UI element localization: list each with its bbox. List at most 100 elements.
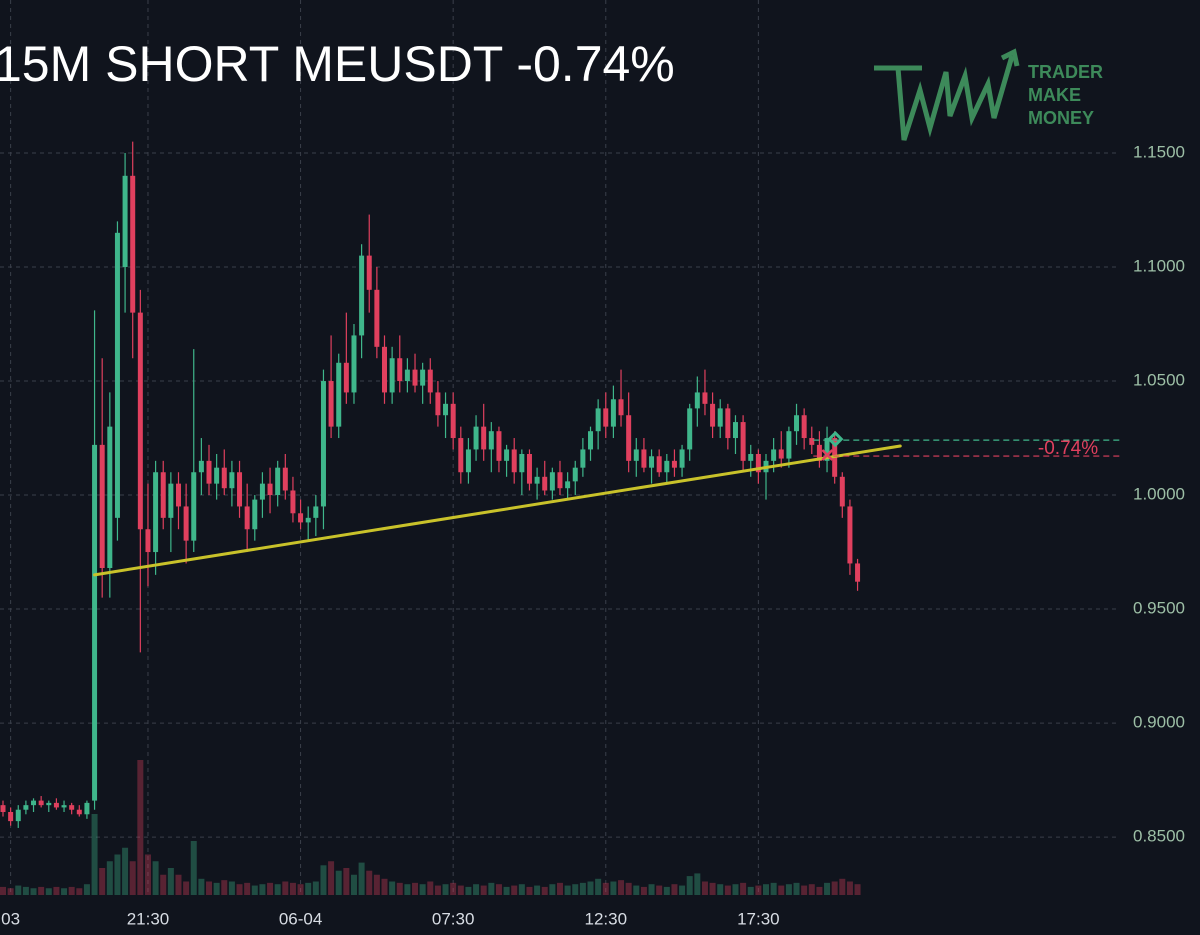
candle-body <box>786 431 792 459</box>
candle-body <box>618 399 624 416</box>
volume-bar <box>610 881 617 895</box>
candle-body <box>61 805 67 808</box>
volume-bar <box>45 888 52 895</box>
volume-bar <box>656 885 663 895</box>
volume-bar <box>778 885 785 895</box>
candle-body <box>649 456 655 468</box>
volume-bar <box>595 878 602 895</box>
candle-body <box>336 362 342 427</box>
x-tick-label: 06-04 <box>279 909 322 928</box>
candle-body <box>397 358 403 382</box>
candle-body <box>99 444 105 569</box>
candle-body <box>0 805 6 812</box>
candle-body <box>153 472 159 553</box>
volume-bar <box>526 886 533 895</box>
candle-body <box>198 460 204 473</box>
volume-bar <box>633 885 640 895</box>
volume-bar <box>648 884 655 895</box>
volume-bar <box>15 885 22 895</box>
candle-body <box>473 426 479 450</box>
volume-bar <box>846 881 853 895</box>
candle-body <box>694 392 700 409</box>
candle-body <box>23 805 29 810</box>
candle-body <box>420 369 426 386</box>
volume-bar <box>625 882 632 895</box>
candle-body <box>31 800 37 806</box>
volume-bar <box>53 886 60 895</box>
candle-body <box>771 449 777 461</box>
volume-bar <box>305 882 312 895</box>
candle-body <box>298 513 304 523</box>
position-label: -0.74% <box>1038 438 1098 459</box>
candle-body <box>458 438 464 473</box>
candle-body <box>69 805 75 810</box>
y-tick-label: 1.0000 <box>1133 485 1185 504</box>
candle-body <box>267 483 273 496</box>
volume-bar <box>335 870 342 895</box>
volume-bar <box>114 854 121 895</box>
candle-body <box>237 472 243 507</box>
candle-body <box>801 415 807 439</box>
candle-body <box>389 358 395 393</box>
volume-bar <box>190 841 197 895</box>
candle-body <box>206 460 212 484</box>
volume-bar <box>373 874 380 895</box>
volume-bar <box>389 881 396 895</box>
candle-body <box>755 453 761 473</box>
candle-body <box>557 472 563 489</box>
candle-body <box>191 472 197 541</box>
candle-body <box>526 453 532 484</box>
candle-body <box>588 431 594 450</box>
candle-body <box>412 369 418 386</box>
candle-body <box>641 449 647 468</box>
candle-body <box>366 255 372 290</box>
candle-body <box>53 802 59 808</box>
x-tick-label: 07:30 <box>432 909 475 928</box>
candle-body <box>839 476 845 507</box>
volume-bar <box>129 861 136 895</box>
candle-body <box>229 472 235 489</box>
candle-body <box>275 467 281 496</box>
volume-bar <box>183 881 190 895</box>
candle-body <box>76 809 82 815</box>
volume-bar <box>740 882 747 895</box>
volume-bar <box>99 868 106 895</box>
candle-body <box>450 403 456 439</box>
volume-bar <box>793 882 800 895</box>
candle-body <box>137 312 143 530</box>
candle-body <box>290 490 296 514</box>
candle-body <box>305 517 311 523</box>
candle-body <box>664 460 670 473</box>
volume-bar <box>816 886 823 895</box>
candle-body <box>778 449 784 459</box>
candle-body <box>122 175 128 268</box>
logo-text: MAKE <box>1028 85 1081 105</box>
volume-bar <box>427 881 434 895</box>
candle-body <box>534 476 540 484</box>
candle-body <box>15 809 21 822</box>
volume-bar <box>534 885 541 895</box>
candle-body <box>603 408 609 427</box>
candle-body <box>92 444 98 801</box>
candle-body <box>740 422 746 461</box>
candle-body <box>679 449 685 468</box>
candle-body <box>130 175 136 313</box>
y-tick-label: 1.0500 <box>1133 371 1185 390</box>
exit-marker <box>821 449 834 461</box>
volume-bar <box>328 861 335 895</box>
volume-bar <box>244 882 251 895</box>
y-tick-label: 0.9000 <box>1133 713 1185 732</box>
volume-bar <box>770 882 777 895</box>
volume-bar <box>106 861 113 895</box>
volume-bar <box>495 884 502 895</box>
candle-body <box>404 369 410 382</box>
volume-bar <box>213 882 220 895</box>
candle-body <box>549 472 555 491</box>
candle-body <box>259 483 265 500</box>
volume-bar <box>38 886 45 895</box>
candle-body <box>717 408 723 427</box>
y-tick-label: 1.1500 <box>1133 142 1185 161</box>
candle-body <box>252 499 258 530</box>
volume-bar <box>350 874 357 895</box>
